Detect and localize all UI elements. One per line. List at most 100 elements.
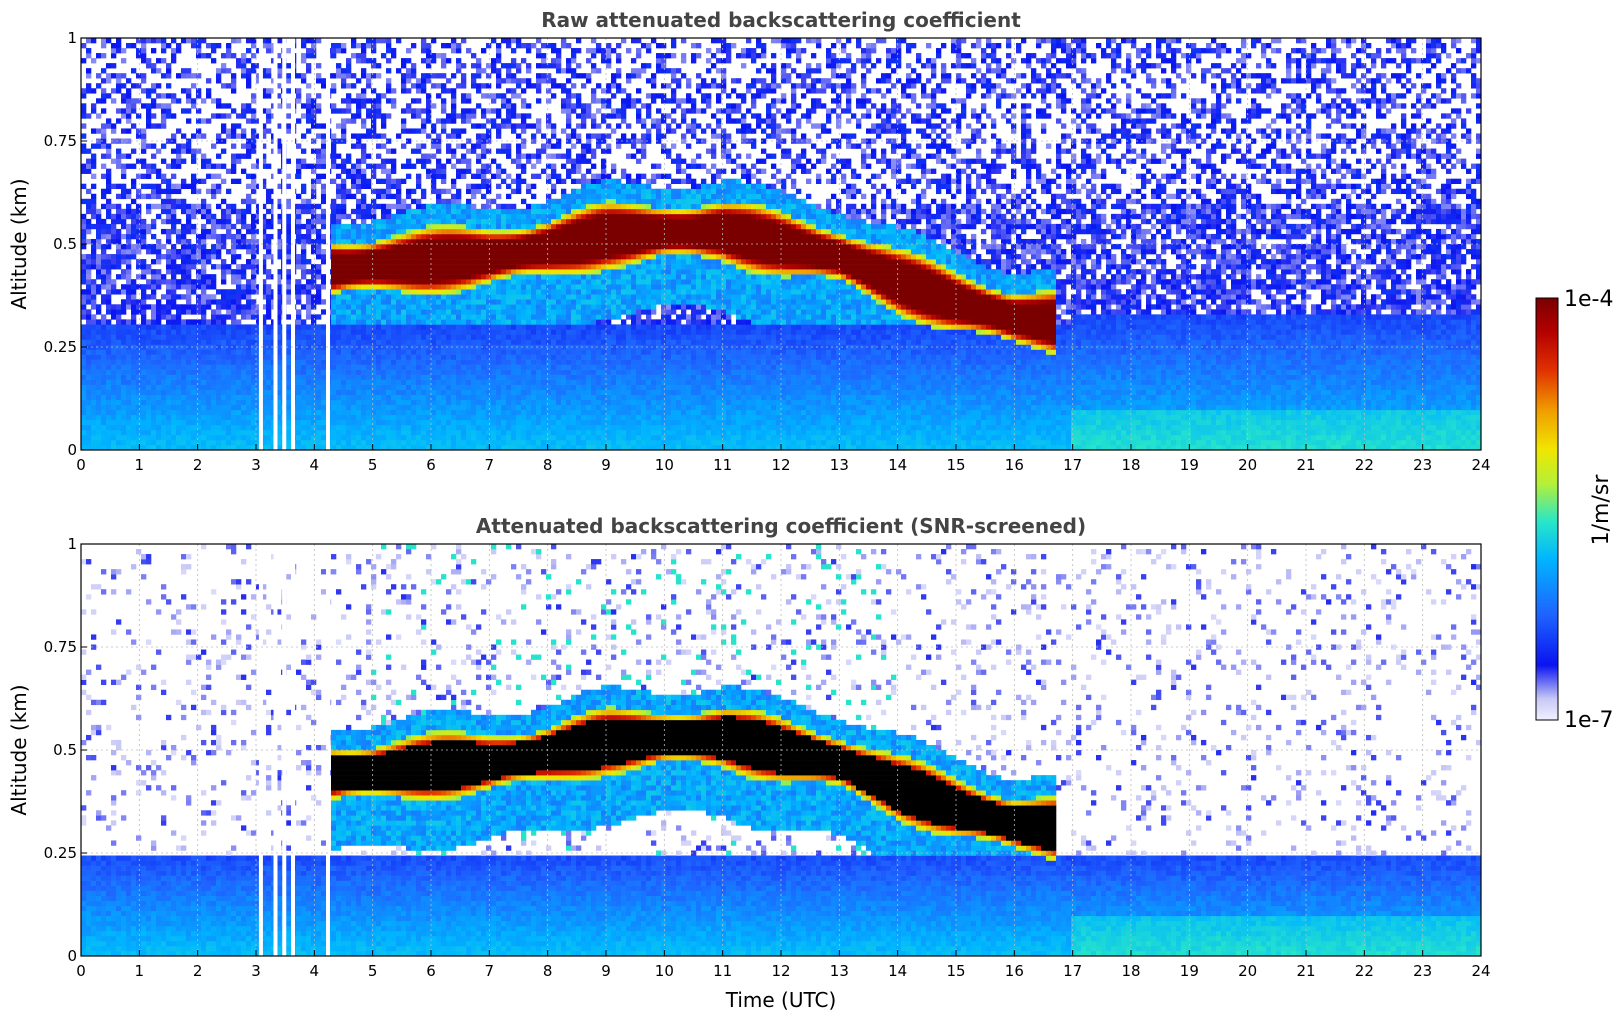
heat-cell [346, 228, 352, 235]
heat-cell [451, 389, 457, 396]
heat-cell [136, 364, 142, 370]
heat-cell [116, 314, 122, 320]
heat-cell [201, 379, 207, 385]
heat-cell [256, 264, 262, 270]
heat-cell [251, 384, 257, 390]
heat-cell [436, 384, 442, 390]
heat-cell [236, 254, 242, 260]
heat-cell [251, 394, 257, 401]
heat-cell [381, 38, 387, 44]
heat-cell [356, 238, 362, 245]
heat-cell [421, 424, 427, 431]
heat-cell [406, 374, 412, 380]
heat-cell [411, 384, 417, 390]
heat-cell [376, 279, 382, 285]
heat-cell [96, 73, 102, 79]
heat-cell [486, 138, 492, 144]
heat-cell [456, 434, 462, 441]
heat-cell [436, 93, 442, 99]
heat-cell [171, 198, 177, 205]
heat-cell [126, 78, 132, 84]
heat-cell [471, 108, 477, 114]
heat-cell [111, 63, 117, 69]
heat-cell [136, 83, 142, 89]
heat-cell [231, 299, 237, 305]
heat-cell [161, 324, 167, 330]
heat-cell [461, 128, 467, 134]
heat-cell [166, 163, 172, 169]
heat-cell [461, 384, 467, 390]
heat-cell [161, 123, 167, 129]
heat-cell [366, 319, 372, 325]
heat-cell [441, 389, 447, 396]
heat-cell [116, 309, 122, 315]
heat-cell [466, 198, 472, 205]
heat-cell [451, 434, 457, 441]
heat-cell [241, 223, 247, 230]
heat-cell [451, 98, 457, 104]
heat-cell [311, 299, 317, 305]
heat-cell [321, 369, 327, 375]
heat-cell [226, 53, 232, 59]
heat-cell [166, 249, 172, 255]
heat-cell [141, 193, 147, 200]
heat-cell [216, 73, 222, 79]
heat-cell [381, 289, 387, 295]
heat-cell [191, 414, 197, 421]
heat-cell [166, 409, 172, 416]
heat-cell [161, 414, 167, 421]
heat-cell [401, 424, 407, 431]
heat-cell [471, 78, 477, 84]
heat-cell [451, 349, 457, 355]
heat-cell [276, 203, 282, 210]
heat-cell [136, 113, 142, 119]
heat-cell [401, 354, 407, 360]
heat-cell [486, 168, 492, 174]
heat-cell [361, 399, 367, 406]
heat-cell [466, 208, 472, 215]
heat-cell [371, 103, 377, 109]
heat-cell [261, 444, 267, 451]
heat-cell [81, 419, 87, 426]
heat-cell [111, 429, 117, 436]
heat-cell [206, 424, 212, 431]
heat-cell [346, 319, 352, 325]
heat-cell [256, 259, 262, 265]
heat-cell [446, 414, 452, 421]
heat-cell [91, 399, 97, 406]
heat-cell [181, 198, 187, 205]
heat-cell [331, 284, 337, 290]
heat-cell [101, 419, 107, 426]
heat-cell [261, 43, 267, 49]
heat-cell [351, 133, 357, 139]
heat-cell [251, 359, 257, 365]
heat-cell [321, 274, 327, 280]
heat-cell [461, 404, 467, 411]
heat-cell [431, 249, 437, 255]
heat-cell [386, 334, 392, 340]
heat-cell [361, 324, 367, 330]
heat-cell [431, 389, 437, 396]
heat-cell [251, 334, 257, 340]
heat-cell [96, 334, 102, 340]
heat-cell [116, 349, 122, 355]
heat-cell [386, 339, 392, 345]
heat-cell [476, 309, 482, 315]
heat-cell [246, 369, 252, 375]
heat-cell [311, 374, 317, 380]
heat-cell [146, 419, 152, 426]
heat-cell [121, 329, 127, 335]
heat-cell [201, 349, 207, 355]
heat-cell [191, 183, 197, 190]
heat-cell [346, 354, 352, 360]
heat-cell [301, 73, 307, 79]
heat-cell [126, 269, 132, 275]
heat-cell [306, 228, 312, 235]
heat-cell [331, 374, 337, 380]
heat-cell [361, 314, 367, 320]
heat-cell [101, 259, 107, 265]
heat-cell [286, 329, 292, 335]
heat-cell [216, 238, 222, 245]
heat-cell [126, 409, 132, 416]
heat-cell [146, 384, 152, 390]
